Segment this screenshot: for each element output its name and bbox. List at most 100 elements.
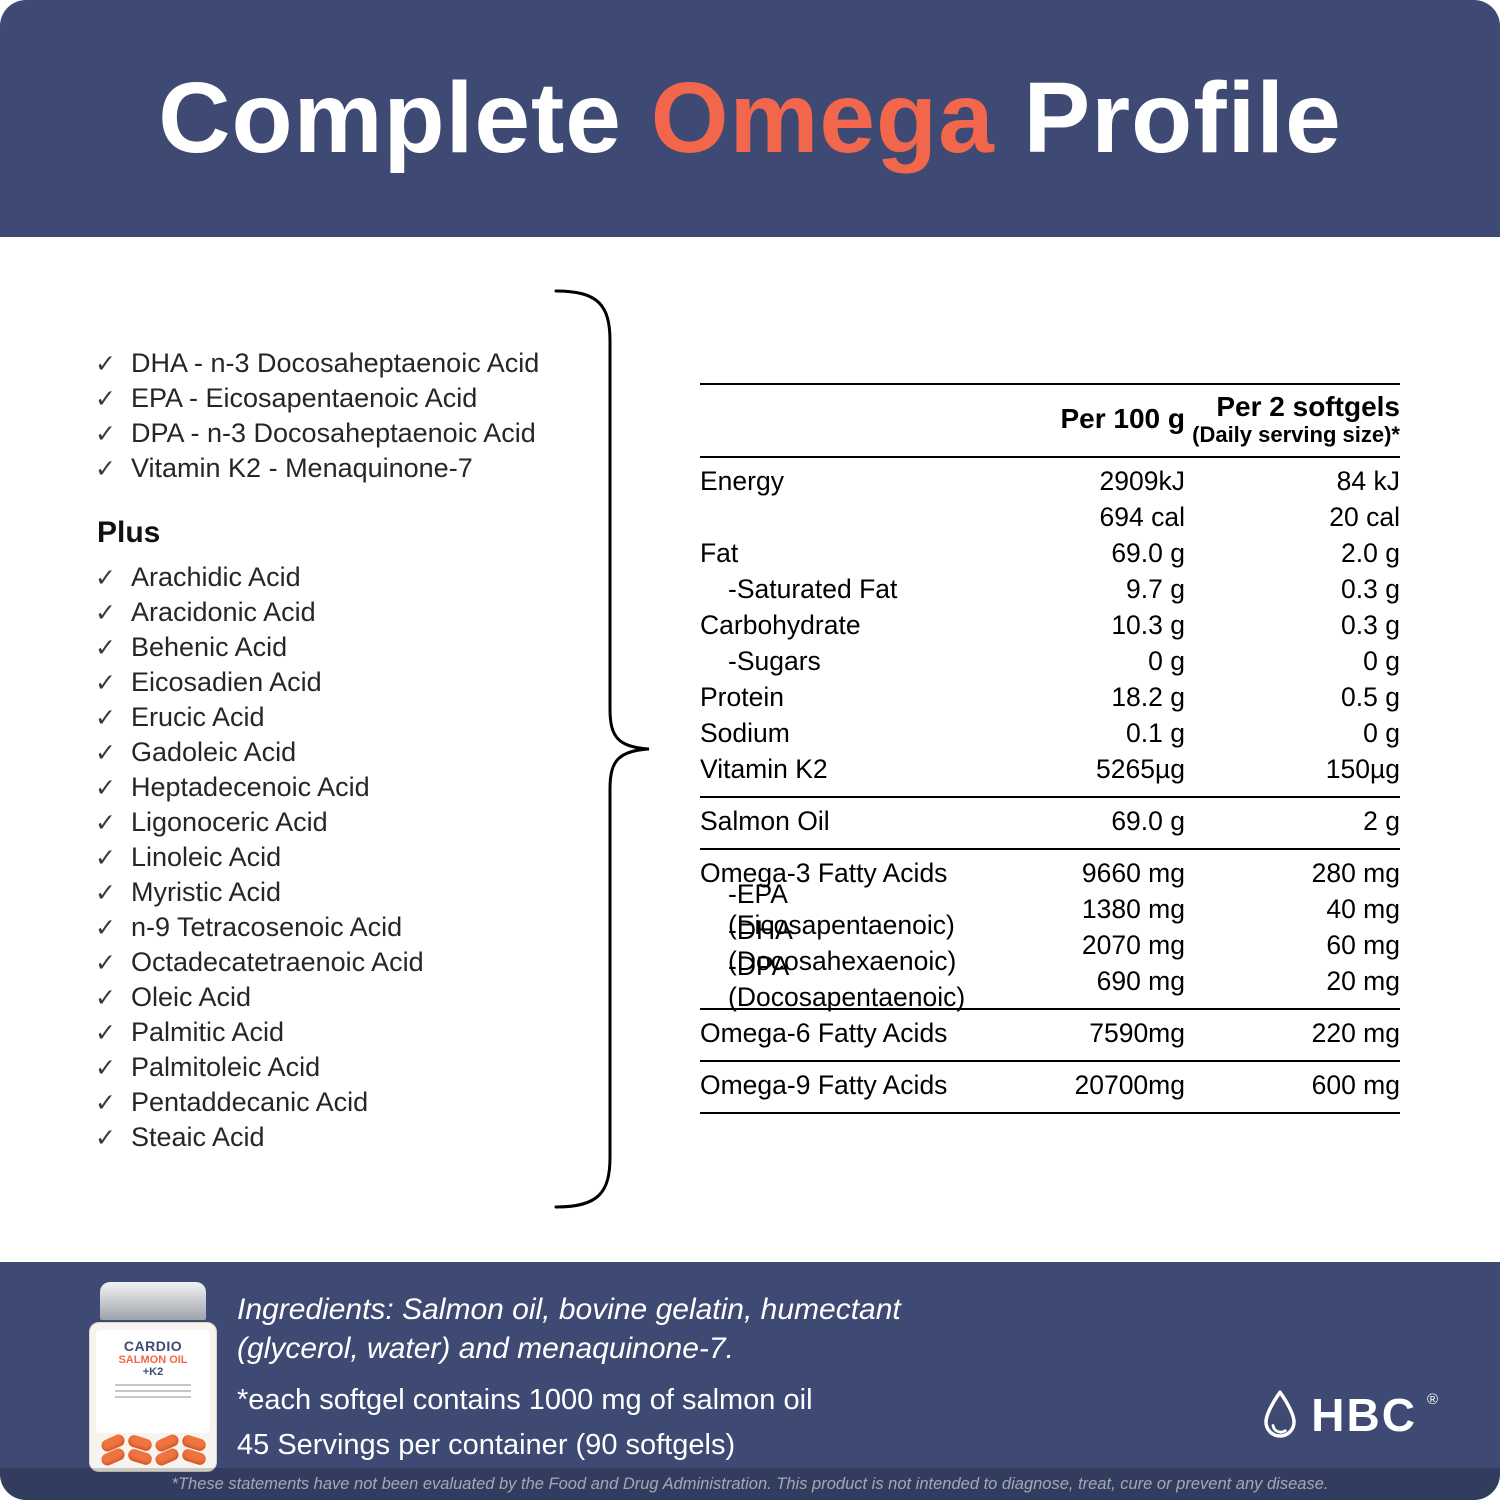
checklist-item: ✓ Steaic Acid [95, 1122, 595, 1157]
checklist-item: ✓ Palmitoleic Acid [95, 1052, 595, 1087]
curly-brace [554, 289, 650, 1209]
check-icon: ✓ [95, 634, 116, 662]
checklist-item-label: EPA - Eicosapentaenoic Acid [131, 383, 478, 413]
checklist-main: ✓ DHA - n-3 Docosaheptaenoic Acid ✓ EPA - E… [95, 348, 595, 488]
table-cell-per2: 600 mg [1311, 1070, 1400, 1101]
bottle-label-fineprint [115, 1384, 191, 1400]
check-icon: ✓ [95, 844, 116, 872]
disclaimer-strip: *These statements have not been evaluate… [0, 1468, 1500, 1500]
footer-band: CARDIO SALMON OIL +K2 Ingredients: Salmo… [0, 1262, 1500, 1500]
checklist-item: ✓ Ligonoceric Acid [95, 807, 595, 842]
table-row: Omega-9 Fatty Acids 20700mg 600 mg [700, 1068, 1400, 1104]
checklist-item-label: Erucic Acid [131, 702, 265, 732]
page-title: Complete Omega Profile [158, 61, 1341, 176]
checklist-item-label: Steaic Acid [131, 1122, 265, 1152]
table-header-per2-line1: Per 2 softgels [1216, 391, 1400, 422]
bottle-body: CARDIO SALMON OIL +K2 [89, 1322, 217, 1472]
checklist-item-label: n-9 Tetracosenoic Acid [131, 912, 403, 942]
table-cell-label: Protein [700, 682, 784, 713]
checklist-item-label: Arachidic Acid [131, 562, 301, 592]
checklist-item: ✓ n-9 Tetracosenoic Acid [95, 912, 595, 947]
checklist-item-label: Eicosadien Acid [131, 667, 322, 697]
table-row: Energy 2909kJ 84 kJ [700, 464, 1400, 500]
checklist-item-label: Vitamin K2 - Menaquinone-7 [131, 453, 473, 483]
check-icon: ✓ [95, 385, 116, 413]
checklist-item: ✓ Pentaddecanic Acid [95, 1087, 595, 1122]
table-row: Salmon Oil 69.0 g 2 g [700, 804, 1400, 840]
checklist-item: ✓ Vitamin K2 - Menaquinone-7 [95, 453, 595, 488]
check-icon: ✓ [95, 809, 116, 837]
checklist-item-label: Heptadecenoic Acid [131, 772, 370, 802]
table-row: Protein 18.2 g 0.5 g [700, 680, 1400, 716]
checklist-item: ✓ Heptadecenoic Acid [95, 772, 595, 807]
table-cell-per100: 690 mg [1096, 966, 1185, 997]
check-icon: ✓ [95, 984, 116, 1012]
table-row: -DPA (Docosapentaenoic) 690 mg 20 mg [700, 951, 1400, 1012]
table-row: Omega-3 Fatty Acids 9660 mg 280 mg [700, 856, 1400, 892]
table-cell-label: Salmon Oil [700, 806, 830, 837]
title-highlight: Omega [650, 62, 995, 174]
table-cell-per100: 10.3 g [1111, 610, 1185, 641]
checklist-plus: ✓ Arachidic Acid ✓ Aracidonic Acid ✓ Behenic … [95, 562, 595, 1157]
brand-logo: HBC ® [1259, 1388, 1438, 1442]
table-section: Omega-9 Fatty Acids 20700mg 600 mg [700, 1062, 1400, 1114]
table-cell-per100: 9.7 g [1126, 574, 1185, 605]
check-icon: ✓ [95, 1124, 116, 1152]
checklist-item-label: DHA - n-3 Docosaheptaenoic Acid [131, 348, 540, 378]
table-header-per2: Per 2 softgels (Daily serving size)* [1185, 391, 1400, 447]
table-row: 694 cal 20 cal [700, 500, 1400, 536]
checklist-item: ✓ DPA - n-3 Docosaheptaenoic Acid [95, 418, 595, 453]
table-cell-per2: 280 mg [1311, 858, 1400, 889]
checklist-item-label: Aracidonic Acid [131, 597, 316, 627]
bottle-label-line1: CARDIO [123, 1338, 183, 1354]
checklist-item-label: Gadoleic Acid [131, 737, 297, 767]
table-cell-per2: 0 g [1363, 646, 1400, 677]
footer-text: Ingredients: Salmon oil, bovine gelatin,… [237, 1290, 1057, 1462]
table-cell-label: Sodium [700, 718, 790, 749]
checklist-item-label: Linoleic Acid [131, 842, 282, 872]
checklist-item-label: Pentaddecanic Acid [131, 1087, 369, 1117]
table-cell-per2: 84 kJ [1336, 466, 1400, 497]
table-row: -DHA (Docosahexaenoic) 2070 mg 60 mg [700, 915, 1400, 976]
table-cell-label: Fat [700, 538, 739, 569]
check-icon: ✓ [95, 350, 116, 378]
checklist-item: ✓ Eicosadien Acid [95, 667, 595, 702]
nutrition-table-header: Per 100 g Per 2 softgels (Daily serving … [700, 383, 1400, 458]
table-section: Omega-3 Fatty Acids 9660 mg 280 mg -EPA (Ei… [700, 850, 1400, 1012]
table-header-per2-line2: (Daily serving size)* [1192, 421, 1400, 447]
table-row: Sodium 0.1 g 0 g [700, 716, 1400, 752]
table-cell-label: Vitamin K2 [700, 754, 828, 785]
check-icon: ✓ [95, 1019, 116, 1047]
bottle-label-line3: +K2 [142, 1366, 164, 1378]
droplet-icon [1264, 1390, 1297, 1438]
table-cell-label: Energy [700, 466, 784, 497]
check-icon: ✓ [95, 949, 116, 977]
table-cell-per100: 0.1 g [1126, 718, 1185, 749]
table-cell-per2: 0.3 g [1341, 610, 1400, 641]
table-cell-label: Carbohydrate [700, 610, 861, 641]
servings-text: 45 Servings per container (90 softgels) [237, 1429, 736, 1461]
table-cell-per100: 20700mg [1074, 1070, 1185, 1101]
table-cell-per100: 2070 mg [1081, 930, 1185, 961]
checklist-item: ✓ Aracidonic Acid [95, 597, 595, 632]
checklist-item: ✓ Palmitic Acid [95, 1017, 595, 1052]
table-row: -Saturated Fat 9.7 g 0.3 g [700, 572, 1400, 608]
title-text-2: Profile [994, 62, 1342, 174]
table-cell-label: -Sugars [728, 646, 821, 677]
bottle-label-line2: SALMON OIL [118, 1354, 188, 1366]
title-text-1: Complete [158, 62, 651, 174]
table-row: -Sugars 0 g 0 g [700, 644, 1400, 680]
checklist-item: ✓ Erucic Acid [95, 702, 595, 737]
table-cell-label: -DHA (Docosahexaenoic) [728, 914, 957, 976]
table-cell-per2: 20 cal [1329, 502, 1400, 533]
header-band: Complete Omega Profile [0, 0, 1500, 237]
table-cell-label: Omega-9 Fatty Acids [700, 1070, 948, 1101]
softgel-note: *each softgel contains 1000 mg of salmon… [237, 1384, 813, 1416]
checklist-item: ✓ Octadecatetraenoic Acid [95, 947, 595, 982]
softgel-pill [126, 1447, 153, 1467]
check-icon: ✓ [95, 914, 116, 942]
ingredients-text: Ingredients: Salmon oil, bovine gelatin,… [237, 1293, 901, 1365]
table-cell-per100: 2909kJ [1099, 466, 1185, 497]
table-cell-per2: 0 g [1363, 718, 1400, 749]
